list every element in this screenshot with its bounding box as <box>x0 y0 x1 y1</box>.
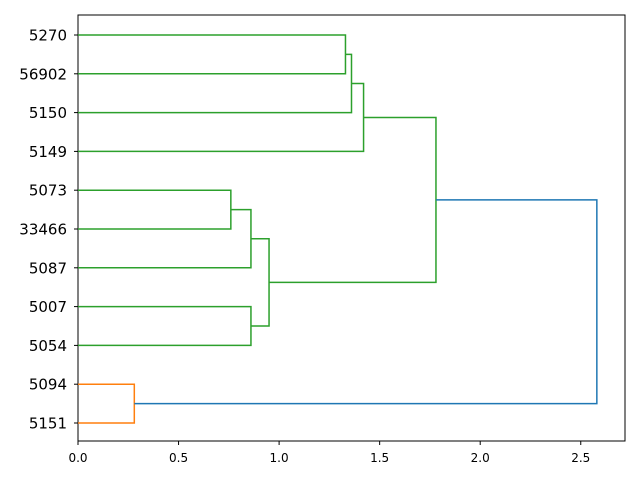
y-tick-label: 5150 <box>29 104 67 122</box>
dendrogram-link-3 <box>78 189 232 230</box>
dendrogram-link-5 <box>78 305 252 347</box>
x-tick-label: 1.0 <box>270 451 289 465</box>
plot-frame <box>77 14 626 442</box>
dendrogram-link-6 <box>250 237 270 327</box>
dendrogram-link-1 <box>78 53 353 114</box>
y-tick-label: 5094 <box>29 376 67 394</box>
y-tick-label: 5270 <box>29 27 67 45</box>
x-tick-label: 0.5 <box>169 451 188 465</box>
y-tick-label: 5151 <box>29 415 67 433</box>
x-tick-label: 2.0 <box>471 451 490 465</box>
y-tick-label: 5007 <box>29 298 67 316</box>
x-axis-ticks: 0.0 0.5 1.0 1.5 2.0 2.5 <box>68 441 590 465</box>
dendrogram-link-0 <box>78 34 347 75</box>
dendrogram-link-8 <box>78 383 136 424</box>
dendrogram-link-7 <box>269 116 437 284</box>
y-tick-label: 33466 <box>19 221 67 239</box>
y-tick-label: 5073 <box>29 182 67 200</box>
dendrogram-link-9 <box>134 199 598 405</box>
x-tick-label: 2.5 <box>571 451 590 465</box>
x-tick-label: 0.0 <box>68 451 87 465</box>
y-tick-label: 5149 <box>29 143 67 161</box>
y-tick-label: 56902 <box>19 65 67 83</box>
dendrogram-link-4 <box>78 208 252 269</box>
y-tick-label: 5087 <box>29 259 67 277</box>
x-tick-label: 1.5 <box>370 451 389 465</box>
dendrogram-links <box>78 34 598 424</box>
y-axis-ticks: 5270 56902 5150 5149 5073 33466 5087 5007 5054 50… <box>19 27 78 433</box>
dendrogram-link-2 <box>78 82 365 153</box>
y-tick-label: 5054 <box>29 337 67 355</box>
